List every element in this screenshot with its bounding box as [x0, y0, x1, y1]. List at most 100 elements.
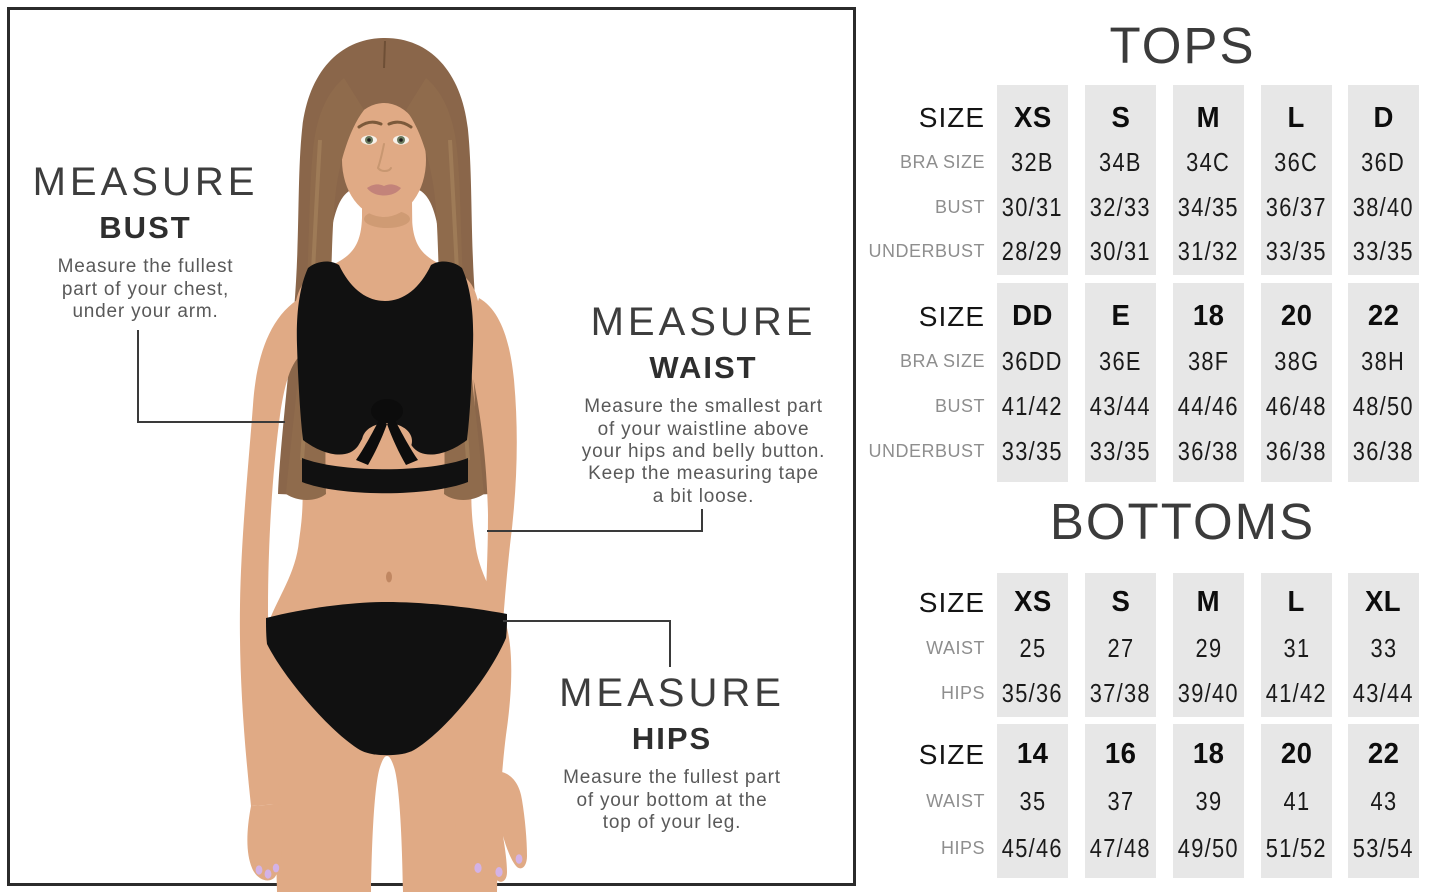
model-face — [342, 103, 426, 217]
value-cell: 33 — [1370, 632, 1397, 663]
bikini-tie-knot — [371, 399, 403, 423]
measure-bust-heading: MEASURE — [32, 160, 259, 204]
value-cell: 35 — [1019, 786, 1046, 816]
row-labels: SIZE WAIST HIPS — [872, 724, 985, 878]
value-cell: 27 — [1107, 632, 1134, 663]
measure-hips-block: MEASURE HIPS Measure the fullest part of… — [530, 673, 814, 834]
measure-hips-description: Measure the fullest part of your bottom … — [530, 767, 814, 834]
value-cell: 38G — [1273, 346, 1320, 376]
size-column: 22 38H 48/50 36/38 — [1348, 283, 1419, 482]
size-column: S 34B 32/33 30/31 — [1085, 85, 1156, 275]
navel — [386, 571, 392, 583]
value-cell: 30/31 — [1002, 191, 1063, 222]
lips — [367, 184, 401, 196]
model-illustration — [239, 38, 527, 892]
size-header-cell: S — [1111, 586, 1130, 619]
value-cell: 33/35 — [1353, 236, 1414, 267]
bust-leader-line — [137, 330, 285, 423]
measure-waist-description: Measure the smallest part of your waistl… — [560, 396, 847, 508]
value-cell: 39/40 — [1178, 678, 1239, 709]
hips-row-label: HIPS — [940, 838, 985, 858]
value-cell: 36/38 — [1266, 436, 1327, 466]
size-row-label: SIZE — [918, 586, 985, 618]
bikini-bottom — [266, 602, 507, 756]
bottoms-title: BOTTOMS — [1049, 493, 1316, 550]
size-column: M 29 39/40 — [1173, 573, 1244, 717]
value-cell: 29 — [1195, 632, 1222, 663]
nail-polish — [255, 865, 263, 875]
value-cell: 34C — [1186, 147, 1231, 178]
left-eyebrow — [357, 120, 383, 129]
model-left-arm — [239, 300, 302, 806]
value-cell: 36/38 — [1178, 436, 1239, 466]
value-cell: 39 — [1195, 786, 1222, 816]
value-cell: 46/48 — [1266, 391, 1327, 421]
nail-polish — [474, 863, 482, 873]
description-line: part of your chest, — [61, 278, 230, 300]
bottoms-size-table-2: SIZE WAIST HIPS 14 35 45/46 16 37 47/48 … — [872, 724, 1445, 878]
size-column: XL 33 43/44 — [1348, 573, 1419, 717]
measure-hips-subheading: HIPS — [631, 721, 713, 756]
nail-polish — [515, 854, 523, 864]
value-cell: 47/48 — [1090, 833, 1151, 863]
value-cell: 33/35 — [1266, 236, 1327, 267]
value-cell: 25 — [1019, 632, 1046, 663]
value-cell: 34/35 — [1178, 191, 1239, 222]
value-cell: 41 — [1283, 786, 1310, 816]
value-cell: 38F — [1187, 346, 1230, 376]
hips-leader-line — [503, 620, 671, 667]
value-cell: 28/29 — [1002, 236, 1063, 267]
value-cell: 33/35 — [1002, 436, 1063, 466]
size-header-cell: E — [1111, 300, 1130, 332]
description-line: Keep the measuring tape — [588, 463, 819, 485]
value-cell: 32B — [1011, 147, 1054, 178]
waist-row-label: WAIST — [926, 637, 985, 658]
bottoms-size-table-1: SIZE WAIST HIPS XS 25 35/36 S 27 37/38 M… — [872, 573, 1445, 717]
description-line: under your arm. — [72, 300, 219, 322]
size-column: E 36E 43/44 33/35 — [1085, 283, 1156, 482]
value-cell: 31 — [1283, 632, 1310, 663]
tops-size-table-2: SIZE BRA SIZE BUST UNDERBUST DD 36DD 41/… — [868, 283, 1445, 482]
description-line: of your waistline above — [597, 418, 810, 440]
value-cell: 38H — [1361, 346, 1406, 376]
size-column: 16 37 47/48 — [1085, 724, 1156, 878]
size-header-cell: XL — [1365, 586, 1402, 619]
description-line: your hips and belly button. — [581, 440, 826, 462]
size-header-cell: 18 — [1192, 300, 1225, 332]
value-cell: 32/33 — [1090, 191, 1151, 222]
size-header-cell: L — [1287, 101, 1306, 134]
size-header-cell: M — [1196, 101, 1221, 134]
size-column: 14 35 45/46 — [997, 724, 1068, 878]
value-cell: 36DD — [1002, 346, 1063, 376]
size-header-cell: M — [1196, 586, 1221, 619]
size-charts-panel: TOPS SIZE BRA SIZE BUST UNDERBUST XS 32B… — [868, 0, 1445, 894]
size-header-cell: 16 — [1104, 738, 1137, 770]
measure-waist-subheading: WAIST — [649, 350, 758, 385]
value-cell: 36/38 — [1353, 436, 1414, 466]
size-header-cell: XS — [1013, 586, 1052, 619]
nail-polish — [272, 863, 280, 873]
description-line: Measure the smallest part — [584, 396, 823, 418]
measure-hips-heading: MEASURE — [559, 671, 785, 715]
size-column: L 31 41/42 — [1261, 573, 1332, 717]
size-header-cell: D — [1373, 101, 1394, 134]
measure-bust-subheading: BUST — [99, 210, 192, 245]
bikini-tie-tail — [387, 418, 418, 465]
value-cell: 36/37 — [1266, 191, 1327, 222]
nail-polish — [264, 869, 272, 879]
size-row-label: SIZE — [918, 738, 985, 770]
value-cell: 36D — [1361, 147, 1406, 178]
value-cell: 37 — [1107, 786, 1134, 816]
value-cell: 48/50 — [1353, 391, 1414, 421]
size-column: M 34C 34/35 31/32 — [1173, 85, 1244, 275]
size-header-cell: 22 — [1367, 300, 1400, 332]
tops-title: TOPS — [1109, 17, 1256, 74]
description-line: Measure the fullest part — [563, 767, 781, 789]
bust-row-label: BUST — [934, 196, 985, 217]
description-line: a bit loose. — [652, 485, 755, 507]
size-header-cell: DD — [1012, 300, 1053, 332]
value-cell: 49/50 — [1178, 833, 1239, 863]
model-right-hand — [454, 771, 527, 882]
size-row-label: SIZE — [918, 300, 985, 332]
